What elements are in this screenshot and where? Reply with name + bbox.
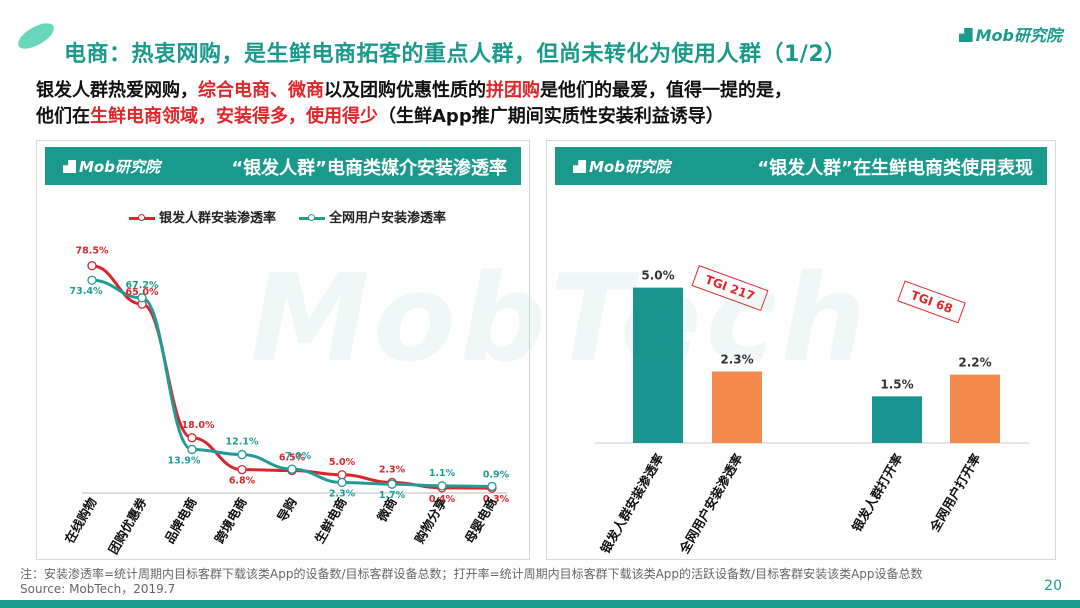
data-point <box>437 481 447 491</box>
data-label: 7.0% <box>285 451 312 462</box>
data-label: 0.3% <box>483 494 510 505</box>
data-label: 6.8% <box>229 476 256 487</box>
subtitle-text: 以及团购优惠性质的 <box>324 80 486 101</box>
right-panel-header: Mob研究院 “银发人群”在生鲜电商类使用表现 <box>555 147 1047 185</box>
page-number: 20 <box>1044 578 1062 594</box>
data-point <box>237 465 247 475</box>
x-tick-label: 导购 <box>274 495 299 524</box>
subtitle-highlight: 生鲜电商领域，安装得多，使用得少 <box>90 106 378 127</box>
brand-logo: Mob研究院 <box>958 22 1062 46</box>
data-label: 2.3% <box>329 488 356 499</box>
legend-series-1: 银发人群安装渗透率 <box>129 207 276 226</box>
title-leaf-icon <box>18 23 54 49</box>
watermark: MobTech <box>250 250 871 389</box>
legend-series-2: 全网用户安装渗透率 <box>299 207 446 226</box>
bar <box>872 396 922 443</box>
bar <box>950 374 1000 443</box>
bottom-bar <box>0 600 1080 608</box>
x-tick-label: 生鲜电商 <box>312 495 350 546</box>
data-label: 1.7% <box>379 490 406 501</box>
data-label: 0.9% <box>483 469 510 480</box>
subtitle: 银发人群热爱网购，综合电商、微商以及团购优惠性质的拼团购是他们的最爱，值得一提的… <box>36 78 792 130</box>
data-label: 67.2% <box>126 280 159 291</box>
data-point <box>187 433 197 443</box>
subtitle-highlight: 综合电商、微商 <box>198 80 324 101</box>
data-point <box>337 470 347 480</box>
data-point <box>337 477 347 488</box>
x-tick-label: 跨境电商 <box>212 495 250 546</box>
subtitle-text: （生鲜App推广期间实质性安装利益诱导） <box>378 106 724 127</box>
bar <box>712 371 762 443</box>
data-label: 12.1% <box>226 437 259 448</box>
data-label: 6.5% <box>279 453 306 464</box>
data-label: 0.4% <box>429 494 456 505</box>
brand-logo-text: Mob研究院 <box>975 26 1062 45</box>
legend-line-red <box>129 214 155 221</box>
left-panel-header: Mob研究院 “银发人群”电商类媒介安装渗透率 <box>45 147 521 185</box>
x-tick-label: 母婴电商 <box>462 495 500 546</box>
x-tick-label: 银发人群打开率 <box>849 451 906 535</box>
x-tick-label: 银发人群安装渗透率 <box>597 451 666 556</box>
bar-chart: 5.0% 银发人群安装渗透率 2.3% 全网用户安装渗透率 1.5% 银发人群打开率 2.2… <box>595 269 1029 556</box>
data-label: 13.9% <box>168 455 201 466</box>
right-panel-title: “银发人群”在生鲜电商类使用表现 <box>757 158 1033 179</box>
bar-value-label: 5.0% <box>641 269 674 283</box>
subtitle-highlight: 拼团购 <box>486 80 540 101</box>
data-point <box>237 449 247 460</box>
data-point <box>87 275 97 285</box>
bar-value-label: 1.5% <box>880 377 913 391</box>
page-title: 电商：热衷网购，是生鲜电商拓客的重点人群，但尚未转化为使用人群（1/2） <box>64 42 847 67</box>
x-tick-label: 全网用户打开率 <box>926 451 983 536</box>
subtitle-text: 是他们的最爱，值得一提的是， <box>540 80 792 101</box>
data-label: 78.5% <box>76 246 109 257</box>
subtitle-line-1: 银发人群热爱网购，综合电商、微商以及团购优惠性质的拼团购是他们的最爱，值得一提的… <box>36 78 792 104</box>
data-label: 73.4% <box>70 286 103 297</box>
left-chart-panel: Mob研究院 “银发人群”电商类媒介安装渗透率 银发人群安装渗透率 全网用户安装… <box>36 140 530 560</box>
left-panel-logo: Mob研究院 <box>63 156 160 177</box>
x-tick-label: 品牌电商 <box>162 495 200 546</box>
bar <box>633 287 683 443</box>
data-label: 1.1% <box>429 468 456 479</box>
footnote: 注：安装渗透率=统计周期内目标客群下载该类App的设备数/目标客群设备总数；打开… <box>20 567 923 597</box>
footnote-source: Source: MobTech，2019.7 <box>20 582 176 596</box>
data-label: 18.0% <box>182 420 215 431</box>
subtitle-text: 他们在 <box>36 106 90 127</box>
data-label: 65.0% <box>126 287 159 298</box>
subtitle-line-2: 他们在生鲜电商领域，安装得多，使用得少（生鲜App推广期间实质性安装利益诱导） <box>36 104 792 130</box>
x-tick-label: 全网用户安装渗透率 <box>676 451 746 556</box>
data-label: 5.0% <box>329 457 356 468</box>
legend-line-teal <box>299 214 325 221</box>
right-panel-logo: Mob研究院 <box>573 156 670 177</box>
data-point <box>487 481 497 492</box>
x-tick-label: 团购优惠券 <box>105 495 149 556</box>
right-chart-panel: Mob研究院 “银发人群”在生鲜电商类使用表现 5.0% 银发人群安装渗透率 2.3… <box>546 140 1056 560</box>
bar-value-label: 2.2% <box>958 356 991 370</box>
x-tick-label: 在线购物 <box>62 495 100 546</box>
data-label: 2.3% <box>379 464 406 475</box>
line-chart: 78.5% 65.0% 18.0% 6.8% 6.5% 5.0% 2.3% 0.4% 0.3% 7… <box>62 246 510 556</box>
subtitle-text: 银发人群热爱网购， <box>36 80 198 101</box>
series-line-2 <box>91 278 493 488</box>
left-panel-logo-text: Mob研究院 <box>79 158 160 176</box>
legend-series-1-label: 银发人群安装渗透率 <box>159 211 277 226</box>
data-point <box>387 479 397 489</box>
logo-mark-icon <box>958 28 973 42</box>
data-point <box>137 293 147 303</box>
footnote-note: 注：安装渗透率=统计周期内目标客群下载该类App的设备数/目标客群设备总数；打开… <box>20 567 923 581</box>
data-point <box>87 261 97 271</box>
left-panel-title: “银发人群”电商类媒介安装渗透率 <box>231 158 507 179</box>
bar-value-label: 2.3% <box>720 353 753 367</box>
data-point <box>287 464 297 474</box>
data-point <box>187 444 197 455</box>
legend-series-2-label: 全网用户安装渗透率 <box>329 211 447 226</box>
right-panel-logo-text: Mob研究院 <box>589 158 670 176</box>
